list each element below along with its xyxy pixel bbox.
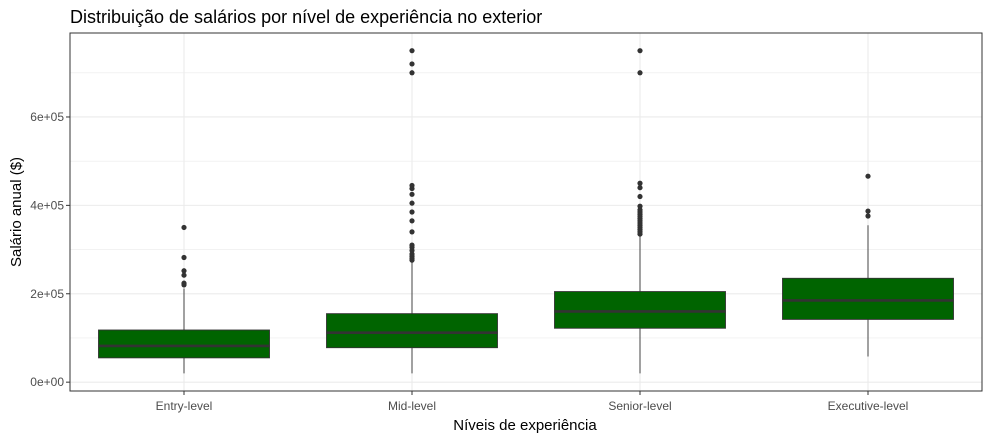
outlier-point <box>637 48 643 54</box>
box-group-executive-level <box>782 173 954 357</box>
outlier-point <box>409 191 415 197</box>
outlier-point <box>865 173 871 179</box>
outlier-point <box>637 180 643 186</box>
box <box>326 313 498 349</box>
outlier-point <box>181 224 187 231</box>
panel-border <box>69 32 983 392</box>
y-axis: 0e+00 2e+05 4e+05 6e+05 <box>30 110 70 389</box>
outlier-point <box>181 280 187 286</box>
outlier-point <box>865 208 871 214</box>
y-tick-label: 6e+05 <box>30 110 64 124</box>
outlier-point <box>409 70 415 76</box>
outlier-point <box>409 182 415 189</box>
x-tick-label: Executive-level <box>828 399 909 413</box>
outlier-point <box>637 70 643 76</box>
outlier-point <box>409 200 415 206</box>
outlier-point <box>637 185 643 191</box>
box-group-entry-level <box>98 224 270 374</box>
box <box>554 291 726 329</box>
outlier-point <box>181 272 187 278</box>
y-tick-label: 4e+05 <box>30 198 64 212</box>
outlier-point <box>409 229 415 235</box>
outlier-point <box>637 193 643 200</box>
outlier-point <box>409 242 415 248</box>
box-group-mid-level <box>326 48 498 374</box>
x-tick-label: Mid-level <box>388 399 436 413</box>
x-axis-title: Níveis de experiência <box>453 417 597 434</box>
outlier-point <box>409 61 415 67</box>
x-tick-label: Senior-level <box>608 399 671 413</box>
chart-title: Distribuição de salários por nível de ex… <box>70 7 542 27</box>
plot-area <box>98 48 954 374</box>
outlier-point <box>409 209 415 215</box>
outlier-point <box>637 203 643 209</box>
box <box>782 277 954 320</box>
x-tick-label: Entry-level <box>156 399 213 413</box>
y-tick-label: 0e+00 <box>30 375 64 389</box>
y-axis-title: Salário anual ($) <box>8 157 25 267</box>
y-tick-label: 2e+05 <box>30 287 64 301</box>
outlier-point <box>865 213 871 219</box>
grid-lines <box>70 33 982 391</box>
outlier-point <box>181 268 187 274</box>
x-axis: Entry-level Mid-level Senior-level Executiv… <box>156 391 909 413</box>
box <box>98 329 270 359</box>
box-group-senior-level <box>554 48 726 374</box>
outlier-point <box>181 254 187 261</box>
outlier-point <box>409 218 415 224</box>
outlier-point <box>409 48 415 54</box>
